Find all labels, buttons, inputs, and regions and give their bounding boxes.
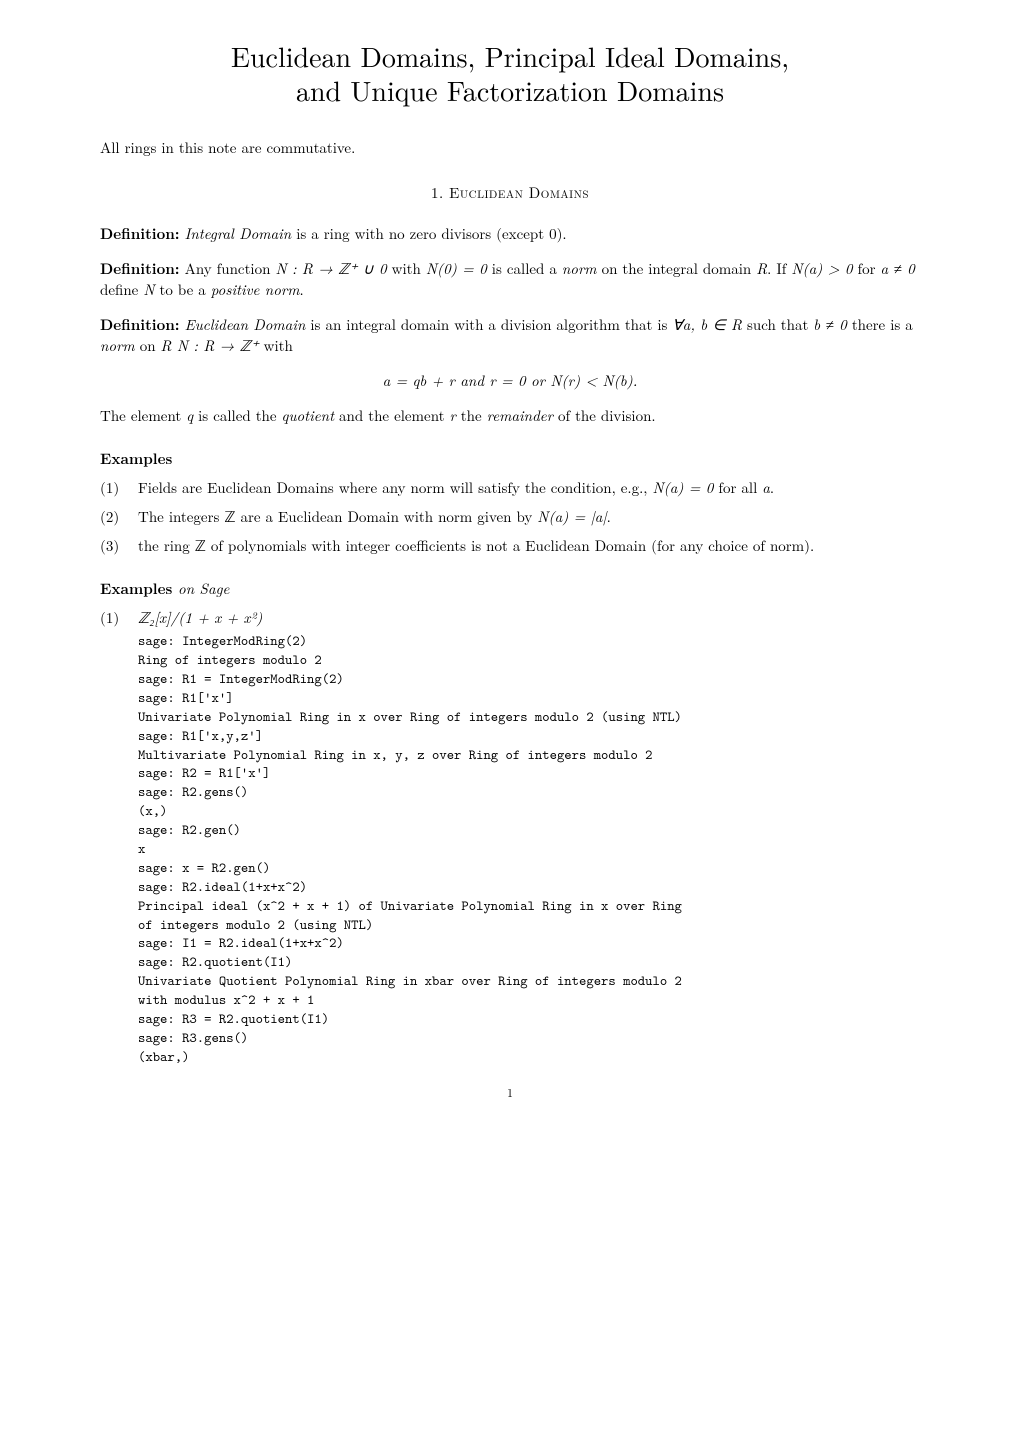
definition-term: Euclidean Domain [185, 314, 306, 335]
sage-examples-list: (1) ℤ₂[x]/(1 + x + x²) sage: IntegerModR… [100, 607, 920, 1066]
term: positive norm [211, 279, 300, 300]
page-title: Euclidean Domains, Principal Ideal Domai… [100, 40, 920, 107]
item-number: (1) [100, 607, 119, 628]
definition-label: Definition: [100, 258, 180, 279]
definition-2: Definition: Any function N : R → ℤ⁺ ∪ 0 … [100, 258, 920, 300]
text: . [607, 506, 611, 527]
math-expr: ∀a, b ∈ R [672, 314, 742, 335]
definition-label: Definition: [100, 314, 180, 335]
item-number: (2) [100, 506, 119, 527]
list-item: (2) The integers ℤ are a Euclidean Domai… [128, 506, 920, 527]
examples-heading: Examples [100, 448, 920, 469]
text: of the division. [553, 405, 656, 426]
math-expr: R [756, 258, 767, 279]
text: Fields are Euclidean Domains where any n… [138, 477, 652, 498]
equation-display: a = qb + r and r = 0 or N(r) < N(b). [100, 370, 920, 391]
list-item: (1) ℤ₂[x]/(1 + x + x²) sage: IntegerModR… [128, 607, 920, 1066]
math-expr: N(a) = 0 [652, 477, 713, 498]
text: on the integral domain [597, 258, 757, 279]
item-number: (1) [100, 477, 119, 498]
item-number: (3) [100, 535, 119, 556]
definition-3: Definition: Euclidean Domain is an integ… [100, 314, 920, 356]
intro-paragraph: All rings in this note are commutative. [100, 137, 920, 158]
term: norm [562, 258, 597, 279]
definition-1: Definition: Integral Domain is a ring wi… [100, 223, 920, 244]
section-heading: 1. Euclidean Domains [100, 182, 920, 203]
quotient-remark: The element q is called the quotient and… [100, 405, 920, 426]
examples-sage-heading: Examples on Sage [100, 578, 920, 599]
text: and the element [334, 405, 449, 426]
math-expr: N(a) > 0 [791, 258, 852, 279]
text: The element [100, 405, 186, 426]
text: the [456, 405, 487, 426]
text: Any function [180, 258, 276, 279]
equation: a = qb + r and r = 0 or N(r) < N(b). [383, 370, 638, 391]
text: . [770, 477, 774, 498]
examples-label: Examples [100, 578, 172, 599]
text: define [100, 279, 143, 300]
text: is called the [193, 405, 281, 426]
math-expr: N [143, 279, 154, 300]
term: quotient [282, 405, 335, 426]
text: with [387, 258, 426, 279]
list-item: (1) Fields are Euclidean Domains where a… [128, 477, 920, 498]
text: is called a [487, 258, 562, 279]
text: to be a [155, 279, 211, 300]
code-block: sage: IntegerModRing(2) Ring of integers… [138, 632, 920, 1066]
math-expr: N(a) = |a| [537, 506, 606, 527]
text: with [259, 335, 293, 356]
text: The integers ℤ are a Euclidean Domain wi… [138, 506, 537, 527]
title-line-2: and Unique Factorization Domains [296, 70, 724, 110]
list-item: (3) the ring ℤ of polynomials with integ… [128, 535, 920, 556]
math-expr: a ≠ 0 [880, 258, 914, 279]
examples-list: (1) Fields are Euclidean Domains where a… [100, 477, 920, 556]
math-expr: R N : R → ℤ⁺ [161, 335, 259, 356]
term: norm [100, 335, 135, 356]
math-expr: ℤ₂[x]/(1 + x + x²) [138, 607, 262, 628]
math-expr: N : R → ℤ⁺ ∪ 0 [275, 258, 386, 279]
math-expr: b ≠ 0 [813, 314, 847, 335]
text: . [300, 279, 304, 300]
definition-label: Definition: [100, 223, 180, 244]
definition-text: is a ring with no zero divisors (except … [291, 223, 566, 244]
text: is an integral domain with a division al… [305, 314, 672, 335]
text: there is a [847, 314, 913, 335]
text: the ring ℤ of polynomials with integer c… [138, 535, 814, 556]
math-expr: a [762, 477, 770, 498]
examples-subtitle: on Sage [178, 578, 229, 599]
text: on [135, 335, 161, 356]
text: for all [713, 477, 762, 498]
term: remainder [487, 405, 553, 426]
definition-term: Integral Domain [185, 223, 292, 244]
text: for [852, 258, 880, 279]
text: . If [767, 258, 791, 279]
page-number: 1 [100, 1085, 920, 1102]
text: such that [742, 314, 813, 335]
math-expr: N(0) = 0 [426, 258, 487, 279]
